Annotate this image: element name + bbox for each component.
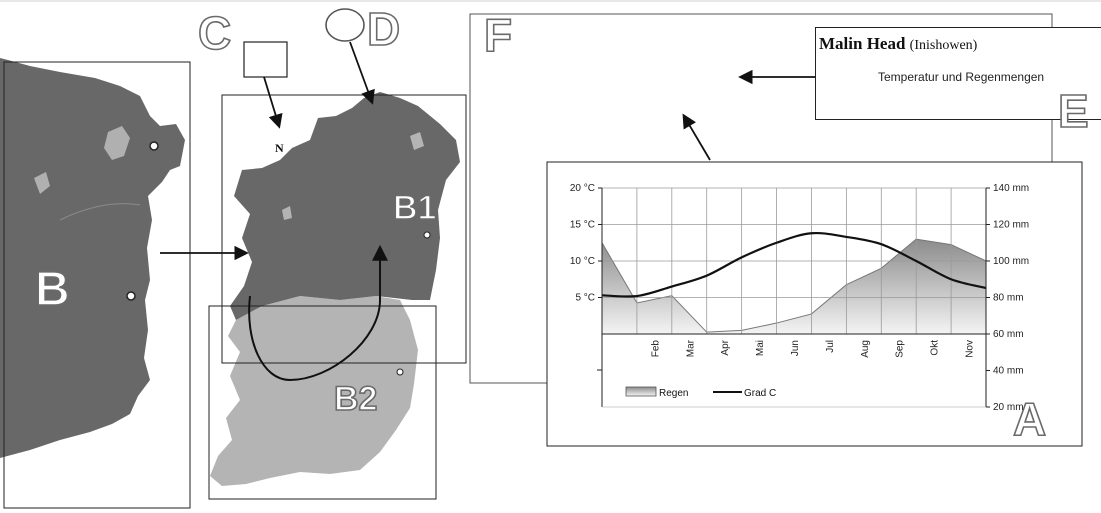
arrow-a-to-f (682, 113, 711, 161)
right-tick-label: 40 mm (993, 366, 1024, 377)
ireland-map (208, 92, 467, 500)
c-box (243, 41, 288, 78)
right-tick-label: 80 mm (993, 293, 1024, 304)
d-ellipse (325, 8, 365, 42)
month-label: Apr (720, 339, 731, 355)
right-tick-label: 120 mm (993, 220, 1029, 231)
map-b1-lake (410, 132, 424, 150)
map-b-land (0, 58, 185, 458)
map-b-lake-2 (34, 172, 50, 194)
station-title-box: Malin Head (Inishowen) Temperatur und Re… (815, 27, 1101, 120)
station-name: Malin Head (819, 34, 906, 53)
label-a: A (1012, 393, 1047, 445)
right-tick-label: 60 mm (993, 329, 1024, 340)
arrow-b2-to-b1 (248, 244, 388, 382)
map-b (0, 58, 191, 509)
map-b1-city-marker (423, 231, 431, 239)
arrow-c-to-north (263, 76, 283, 129)
map-b-city-marker-2 (126, 291, 136, 301)
legend-rain-label: Regen (659, 388, 688, 399)
label-b2: B2 (333, 380, 378, 418)
month-label: Jun (790, 340, 801, 356)
left-tick-label: 20 °C (570, 183, 595, 194)
map-b-frame (3, 61, 191, 509)
station-region: (Inishowen) (909, 38, 978, 53)
label-b: B (34, 263, 70, 316)
map-b2-land (210, 296, 418, 486)
month-label: Aug (860, 340, 871, 358)
month-label: Mar (685, 339, 696, 357)
temperature-line (601, 231, 987, 298)
right-tick-label: 140 mm (993, 183, 1029, 194)
right-tick-label: 20 mm (993, 402, 1024, 413)
legend-rain-swatch (625, 386, 657, 397)
month-label: Okt (930, 340, 941, 356)
label-d: D (366, 3, 401, 55)
month-label: Nov (965, 340, 976, 358)
label-f: F (483, 9, 513, 61)
b2-frame (208, 305, 437, 500)
arrow-d-to-map (349, 41, 375, 105)
map-b-border (59, 203, 141, 221)
label-e: E (1057, 85, 1089, 137)
station-subtitle: Temperatur und Regenmengen (878, 70, 1045, 84)
map-b-lake (104, 126, 130, 160)
month-label: Jul (825, 340, 836, 353)
month-label: Sep (895, 340, 906, 358)
map-b1-lake-2 (282, 206, 292, 220)
left-tick-label: 15 °C (570, 220, 595, 231)
b1-frame (221, 94, 467, 364)
right-tick-label: 100 mm (993, 256, 1029, 267)
map-b2-city-marker (396, 368, 404, 376)
month-label: Mai (755, 340, 766, 356)
left-tick-label: 5 °C (575, 293, 595, 304)
station-title: Malin Head (Inishowen) (819, 34, 977, 54)
left-tick-label: 10 °C (570, 256, 595, 267)
north-marker: N (275, 141, 284, 155)
map-b-city-marker-1 (149, 141, 159, 151)
month-label: Feb (650, 340, 661, 358)
label-b1: B1 (392, 189, 437, 227)
legend-temp-label: Grad C (744, 388, 776, 399)
map-b1-land (230, 92, 460, 320)
label-c: C (197, 7, 232, 59)
